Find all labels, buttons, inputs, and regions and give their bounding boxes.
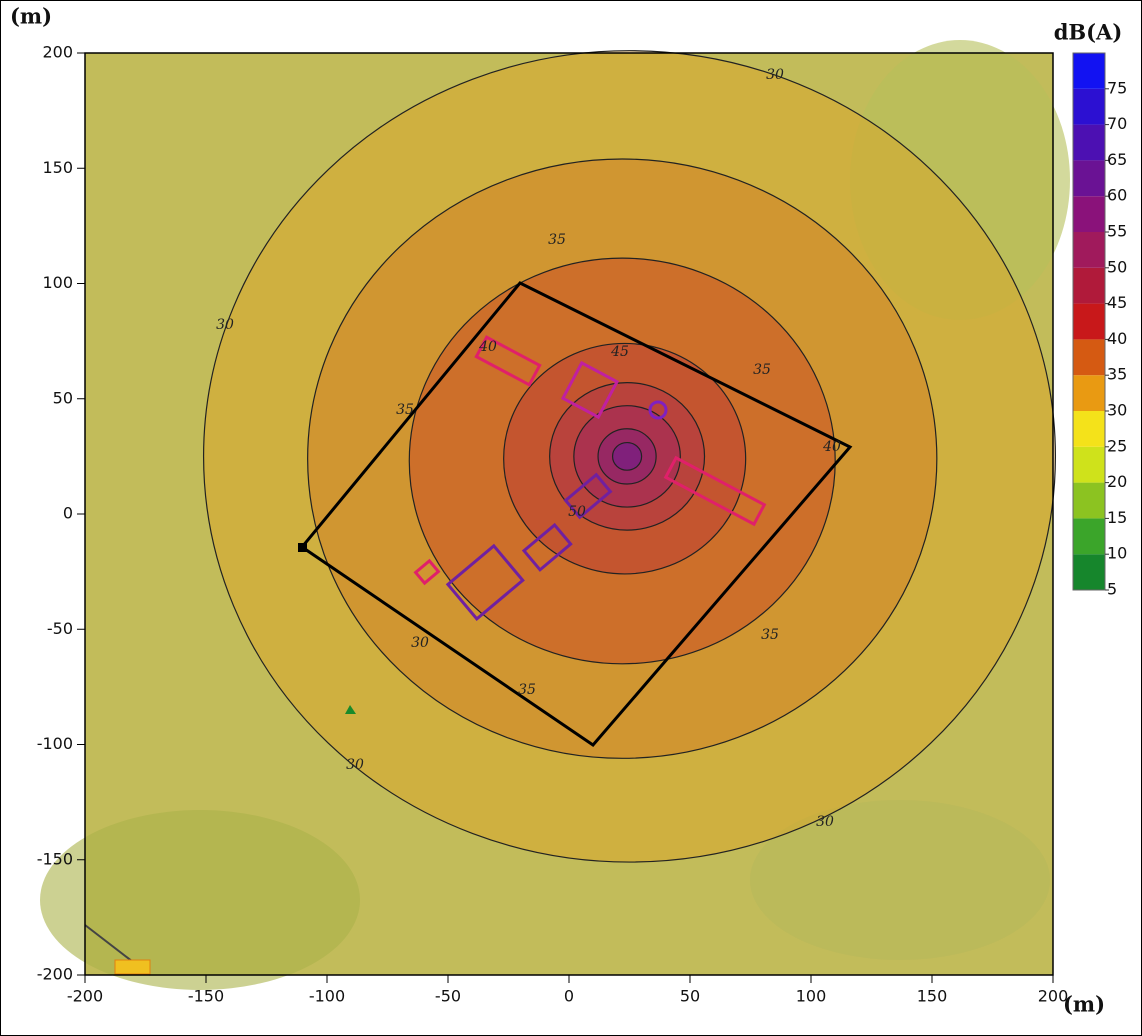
colorbar-tick-label: 35: [1107, 365, 1127, 384]
colorbar-tick-label: 25: [1107, 436, 1127, 455]
colorbar-tick-label: 55: [1107, 222, 1127, 241]
colorbar-tick-label: 5: [1107, 580, 1117, 599]
x-tick-label: 200: [1038, 987, 1069, 1006]
colorbar-band: [1073, 53, 1105, 89]
colorbar-tick-label: 45: [1107, 293, 1127, 312]
contour-label: 35: [396, 402, 414, 418]
colorbar-tick-label: 20: [1107, 472, 1127, 491]
colorbar-band: [1073, 411, 1105, 447]
colorbar-band: [1073, 125, 1105, 161]
y-tick-label: 0: [63, 504, 73, 523]
marker: [298, 543, 307, 552]
colorbar-tick-label: 40: [1107, 329, 1127, 348]
colorbar-band: [1073, 232, 1105, 268]
contour-label: 35: [518, 682, 536, 698]
contour-label: 35: [753, 362, 771, 378]
y-tick-label: -200: [37, 965, 73, 984]
contour-label: 30: [411, 635, 429, 651]
colorbar-band: [1073, 268, 1105, 304]
colorbar-band: [1073, 518, 1105, 554]
colorbar-band: [1073, 375, 1105, 411]
building: [115, 960, 150, 974]
colorbar-tick-label: 60: [1107, 186, 1127, 205]
contour-label: 30: [816, 814, 834, 830]
x-tick-label: -200: [67, 987, 103, 1006]
y-tick-label: 50: [53, 388, 73, 407]
x-tick-label: -150: [188, 987, 224, 1006]
colorbar-tick-label: 10: [1107, 544, 1127, 563]
contour-label: 40: [478, 339, 497, 355]
chart: (m) (m) dB(A) 5 10 15 20 25 30 35 40 45 50 55 60 65 7…: [0, 0, 1142, 1036]
colorbar-band: [1073, 447, 1105, 483]
x-tick-label: 0: [564, 987, 574, 1006]
contours: [204, 51, 1056, 862]
contour-label: 35: [548, 232, 566, 248]
contour-label: 40: [822, 439, 841, 455]
contour-label: 30: [216, 317, 234, 333]
colorbar-tick-label: 30: [1107, 401, 1127, 420]
x-axis-label: (m): [1063, 992, 1105, 1017]
colorbar-tick-label: 15: [1107, 508, 1127, 527]
x-tick-label: -50: [435, 987, 461, 1006]
x-tick-label: 50: [680, 987, 700, 1006]
colorbar-tick-label: 70: [1107, 114, 1127, 133]
contour-label: 35: [761, 627, 779, 643]
colorbar-band: [1073, 483, 1105, 519]
colorbar-tick-label: 50: [1107, 257, 1127, 276]
y-axis-label: (m): [10, 4, 52, 29]
contour-label: 45: [610, 344, 629, 360]
colorbar-title: dB(A): [1054, 20, 1123, 45]
colorbar-band: [1073, 89, 1105, 125]
y-tick-label: 100: [42, 273, 73, 292]
colorbar-tick-label: 75: [1107, 78, 1127, 97]
contour-label: 30: [346, 757, 364, 773]
x-tick-label: -100: [309, 987, 345, 1006]
x-tick-label: 100: [796, 987, 827, 1006]
contour-label: 50: [568, 504, 586, 520]
y-tick-label: 150: [42, 158, 73, 177]
terrain: [40, 810, 360, 990]
y-tick-label: -50: [47, 619, 73, 638]
y-tick-label: -100: [37, 734, 73, 753]
colorbar-band: [1073, 304, 1105, 340]
contour-label: 30: [766, 67, 784, 83]
y-tick-label: 200: [42, 43, 73, 62]
colorbar-tick-label: 65: [1107, 150, 1127, 169]
colorbar-band: [1073, 160, 1105, 196]
colorbar-band: [1073, 554, 1105, 590]
contour-ring: [613, 443, 642, 471]
x-tick-label: 150: [917, 987, 948, 1006]
colorbar-band: [1073, 339, 1105, 375]
y-tick-label: -150: [37, 849, 73, 868]
colorbar-band: [1073, 196, 1105, 232]
